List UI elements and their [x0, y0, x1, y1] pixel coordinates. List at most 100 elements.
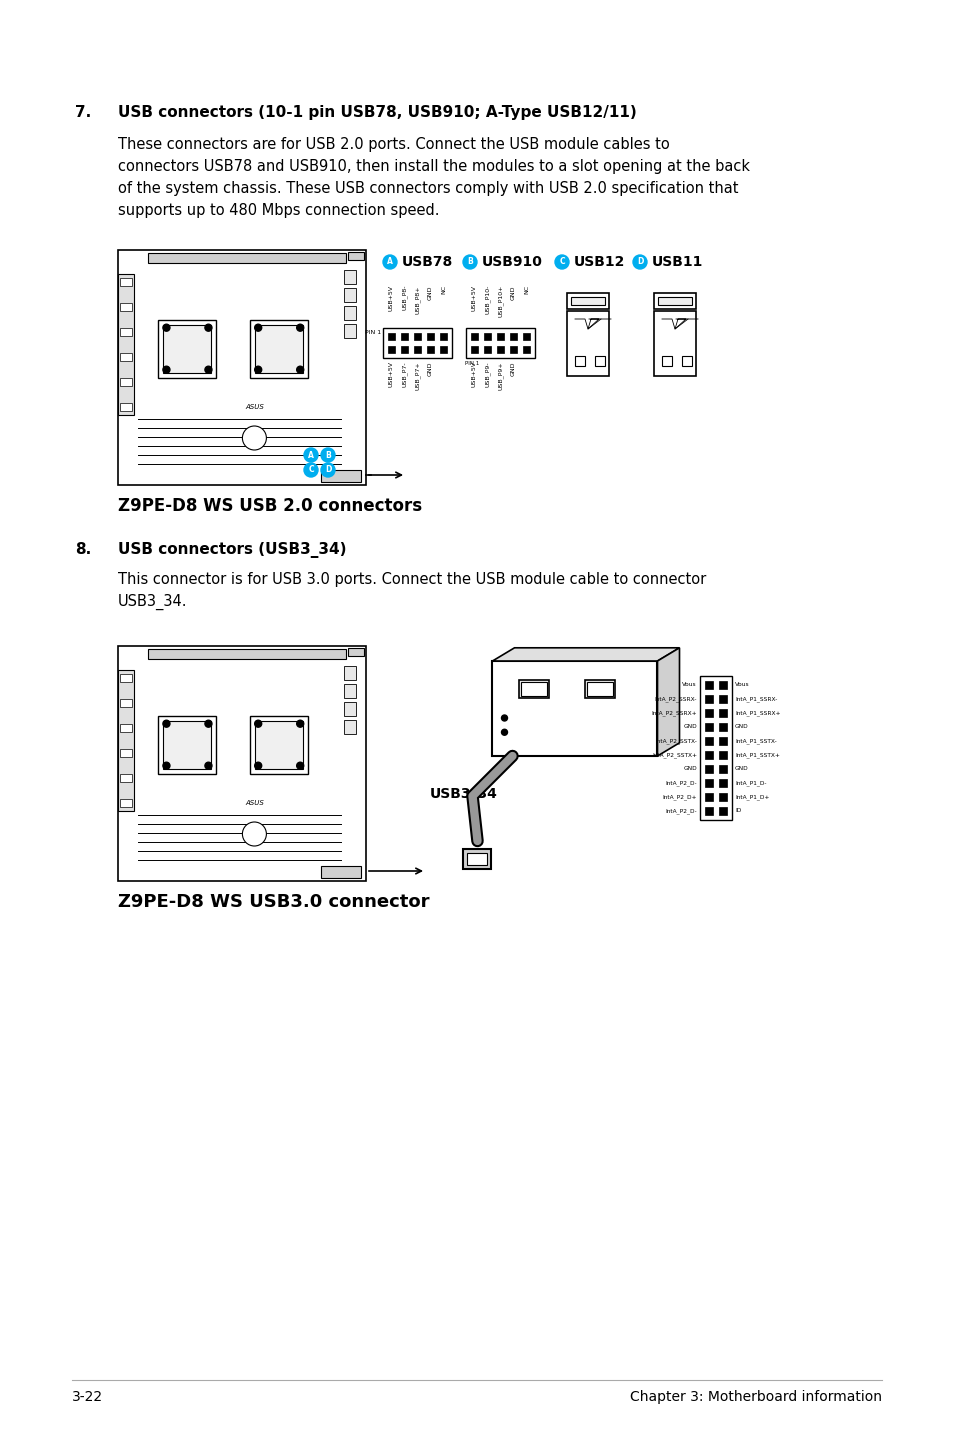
Bar: [344, 702, 355, 716]
Bar: [414, 347, 420, 352]
Bar: [719, 765, 726, 774]
Text: USB+5V: USB+5V: [472, 361, 476, 387]
Circle shape: [205, 324, 212, 331]
Bar: [255, 720, 303, 769]
Bar: [120, 403, 132, 410]
Text: USB+5V: USB+5V: [389, 361, 394, 387]
Circle shape: [163, 367, 170, 374]
Circle shape: [462, 255, 476, 269]
Bar: [510, 347, 517, 352]
Text: GND: GND: [734, 725, 748, 729]
Bar: [148, 649, 346, 659]
Bar: [158, 716, 216, 774]
Text: ID: ID: [734, 808, 740, 814]
Bar: [439, 347, 447, 352]
Text: IntA_P2_D+: IntA_P2_D+: [661, 794, 697, 800]
Circle shape: [254, 324, 261, 331]
Circle shape: [254, 762, 261, 769]
Text: USB3_34: USB3_34: [430, 787, 497, 801]
Text: IntA_P2_D-: IntA_P2_D-: [664, 808, 697, 814]
Bar: [520, 682, 546, 696]
Circle shape: [254, 367, 261, 374]
Bar: [719, 807, 726, 815]
Bar: [120, 378, 132, 385]
Bar: [118, 646, 366, 881]
Bar: [566, 293, 608, 309]
Text: IntA_P2_SSRX+: IntA_P2_SSRX+: [651, 710, 697, 716]
Text: 3-22: 3-22: [71, 1391, 103, 1403]
Bar: [510, 334, 517, 339]
Text: PIN 1: PIN 1: [464, 361, 478, 367]
Circle shape: [296, 367, 303, 374]
Text: NC: NC: [440, 285, 446, 295]
Bar: [120, 328, 132, 335]
Text: USB connectors (USB3_34): USB connectors (USB3_34): [118, 542, 346, 558]
Bar: [704, 709, 712, 718]
Bar: [382, 328, 452, 358]
Bar: [427, 334, 434, 339]
Circle shape: [304, 449, 317, 462]
Text: A: A: [387, 257, 393, 266]
Text: IntA_P1_SSRX+: IntA_P1_SSRX+: [734, 710, 780, 716]
Bar: [344, 288, 355, 302]
Bar: [658, 298, 691, 305]
Bar: [497, 347, 503, 352]
Circle shape: [296, 324, 303, 331]
Text: Vbus: Vbus: [681, 683, 697, 687]
Text: USB_P7+: USB_P7+: [415, 361, 420, 390]
Bar: [320, 866, 360, 879]
Bar: [471, 347, 477, 352]
Text: Z9PE-D8 WS USB3.0 connector: Z9PE-D8 WS USB3.0 connector: [118, 893, 429, 912]
Bar: [471, 334, 477, 339]
Text: USB_P8-: USB_P8-: [401, 285, 407, 311]
Bar: [704, 751, 712, 759]
Bar: [465, 328, 535, 358]
Text: D: D: [324, 466, 331, 475]
Bar: [719, 695, 726, 703]
Bar: [344, 720, 355, 733]
Bar: [704, 682, 712, 689]
Circle shape: [163, 324, 170, 331]
Bar: [719, 709, 726, 718]
Text: ASUS: ASUS: [245, 801, 264, 807]
Text: Z9PE-D8 WS USB 2.0 connectors: Z9PE-D8 WS USB 2.0 connectors: [118, 498, 421, 515]
Text: USB connectors (10-1 pin USB78, USB910; A-Type USB12/11): USB connectors (10-1 pin USB78, USB910; …: [118, 105, 636, 119]
Bar: [120, 673, 132, 682]
Text: supports up to 480 Mbps connection speed.: supports up to 480 Mbps connection speed…: [118, 203, 439, 219]
Bar: [654, 311, 696, 375]
Bar: [118, 670, 133, 811]
Text: USB12: USB12: [574, 255, 625, 269]
Text: GND: GND: [428, 285, 433, 299]
Bar: [704, 779, 712, 787]
Circle shape: [296, 720, 303, 728]
Text: IntA_P1_SSRX-: IntA_P1_SSRX-: [734, 696, 777, 702]
Text: This connector is for USB 3.0 ports. Connect the USB module cable to connector: This connector is for USB 3.0 ports. Con…: [118, 572, 705, 587]
Bar: [120, 798, 132, 807]
Bar: [571, 298, 604, 305]
Circle shape: [205, 762, 212, 769]
Polygon shape: [657, 647, 679, 756]
Bar: [158, 319, 216, 378]
Text: These connectors are for USB 2.0 ports. Connect the USB module cables to: These connectors are for USB 2.0 ports. …: [118, 137, 669, 152]
Bar: [344, 684, 355, 697]
Circle shape: [320, 449, 335, 462]
Text: Vbus: Vbus: [734, 683, 749, 687]
Bar: [120, 699, 132, 706]
Text: USB78: USB78: [401, 255, 453, 269]
Bar: [163, 720, 212, 769]
Text: B: B: [467, 257, 473, 266]
Bar: [704, 807, 712, 815]
Text: USB_P8+: USB_P8+: [415, 285, 420, 313]
Text: D: D: [637, 257, 642, 266]
Bar: [344, 270, 355, 283]
Bar: [148, 253, 346, 263]
Bar: [250, 319, 308, 378]
Circle shape: [304, 463, 317, 477]
Bar: [497, 334, 503, 339]
Bar: [586, 682, 612, 696]
Bar: [704, 792, 712, 801]
Bar: [522, 347, 530, 352]
Bar: [255, 325, 303, 372]
Text: connectors USB78 and USB910, then install the modules to a slot opening at the b: connectors USB78 and USB910, then instal…: [118, 160, 749, 174]
Text: USB+5V: USB+5V: [472, 285, 476, 311]
